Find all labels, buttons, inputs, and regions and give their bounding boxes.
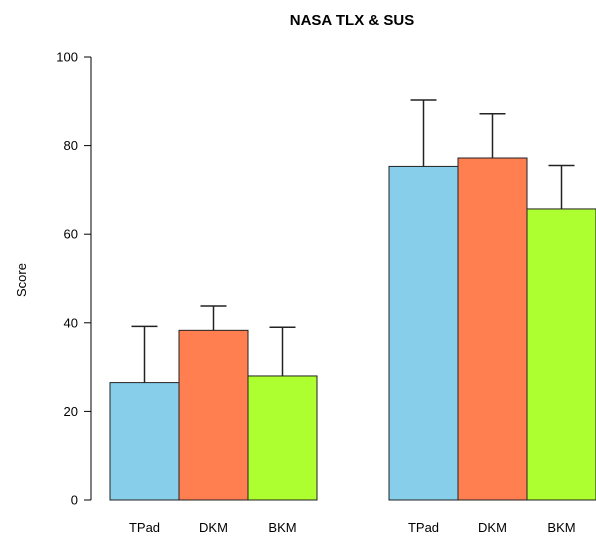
bar-tpad <box>109 382 180 501</box>
x-tick-label: DKM <box>199 520 228 535</box>
x-tick-label: BKM <box>268 520 296 535</box>
x-tick-label: TPad <box>129 520 160 535</box>
bar-dkm <box>457 157 528 501</box>
y-tick-label: 20 <box>64 404 78 419</box>
y-tick-label: 100 <box>56 50 78 65</box>
y-tick-label: 40 <box>64 315 78 330</box>
bar-dkm <box>178 329 249 501</box>
bars <box>109 99 596 501</box>
x-tick-label: TPad <box>408 520 439 535</box>
y-tick-label: 0 <box>71 493 78 508</box>
bar-bkm <box>526 208 596 501</box>
y-axis: 0 20 40 60 80 100 <box>56 50 92 508</box>
y-axis-label: Score <box>14 263 29 297</box>
y-tick-label: 60 <box>64 227 78 242</box>
chart-title: NASA TLX & SUS <box>290 12 414 29</box>
bar-bkm <box>247 375 318 501</box>
x-tick-label: DKM <box>478 520 507 535</box>
bar-tpad <box>388 165 459 501</box>
x-axis-labels: TPad DKM BKM TPad DKM BKM <box>129 520 576 535</box>
y-tick-label: 80 <box>64 138 78 153</box>
x-tick-label: BKM <box>547 520 575 535</box>
